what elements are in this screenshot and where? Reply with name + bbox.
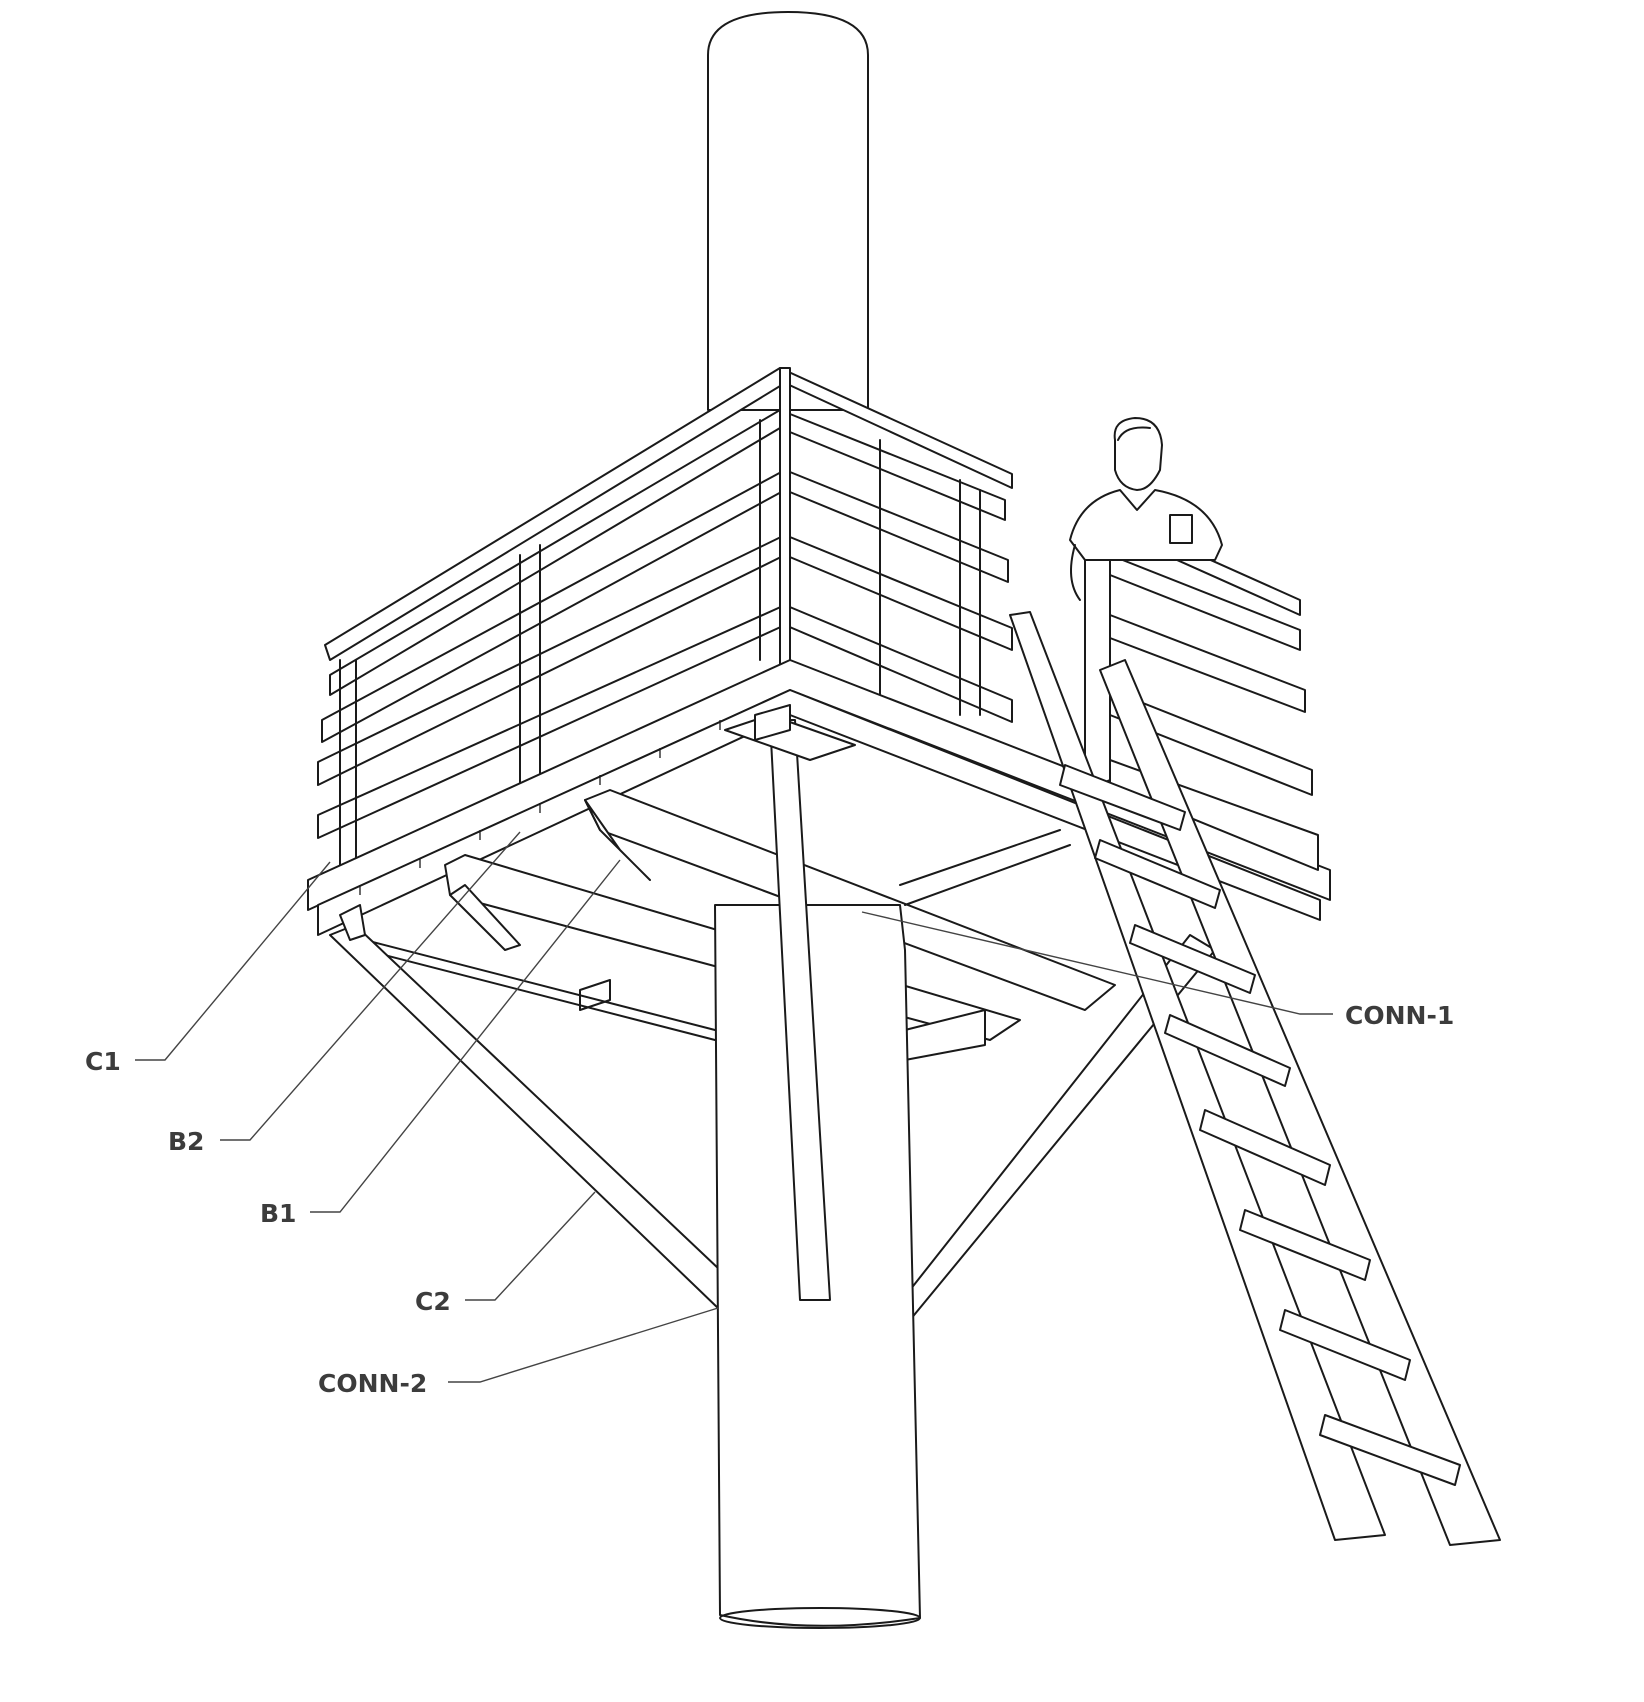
tree-trunk-upper [707,11,869,411]
support-post [724,704,856,1301]
leader-b2 [220,831,521,1141]
label-conn2: CONN-2 [318,1369,427,1398]
label-c1: C1 [85,1047,121,1076]
platform-railing [317,367,1013,871]
label-b1: B1 [260,1199,296,1228]
label-c2: C2 [415,1287,451,1316]
leader-c1 [135,861,331,1061]
leader-b1 [310,859,621,1213]
platform-deck [307,659,1331,936]
ladder [1009,611,1501,1546]
labels: C1 B2 B1 C2 CONN-2 CONN-1 [85,1001,1454,1398]
label-b2: B2 [168,1127,204,1156]
leader-conn1 [861,911,1333,1015]
leader-c2 [465,1191,596,1301]
leader-lines [135,831,1333,1383]
leader-conn2 [448,1307,719,1383]
person-figure [1069,417,1223,601]
label-conn1: CONN-1 [1345,1001,1454,1030]
